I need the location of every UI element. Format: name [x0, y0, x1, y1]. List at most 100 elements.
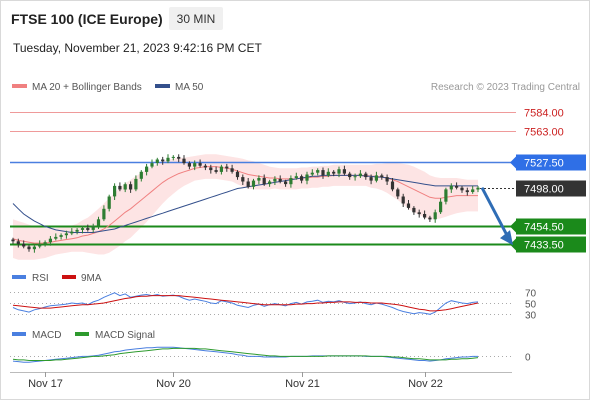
forecast-arrow-shaft	[480, 186, 510, 238]
level-label-7563.00: 7563.00	[524, 127, 564, 139]
candle-body-48	[268, 181, 272, 185]
candle-body-36	[203, 165, 207, 168]
level-label-7584.00: 7584.00	[524, 108, 564, 120]
level-label-7454.50: 7454.50	[524, 222, 564, 234]
level-tag-7433.50	[516, 236, 586, 253]
candle-body-85	[465, 190, 469, 193]
rsi-tick-30: 30	[525, 311, 537, 322]
x-tick-label-Nov 21: Nov 21	[285, 378, 320, 390]
candles	[11, 154, 480, 253]
candle-body-17	[102, 208, 106, 220]
legend-rsi-9ma-label: 9MA	[81, 273, 102, 284]
candle-body-3	[27, 246, 31, 250]
candle-body-72	[396, 189, 400, 197]
candle-body-66	[364, 173, 368, 178]
rsi-series-9ma	[12, 295, 479, 312]
current-price-marker: 7498.00	[480, 180, 586, 197]
bollinger-band-area	[13, 154, 478, 260]
candle-body-27	[155, 159, 159, 163]
rsi-tick-70: 70	[525, 289, 537, 300]
copyright: Research © 2023 Trading Central	[431, 82, 580, 93]
x-tick-label-Nov 22: Nov 22	[408, 378, 443, 390]
candle-body-46	[257, 178, 261, 181]
candle-body-45	[251, 180, 256, 187]
candle-body-28	[161, 159, 165, 162]
timestamp: Tuesday, November 21, 2023 9:42:16 PM CE…	[13, 41, 262, 55]
instrument-title: FTSE 100 (ICE Europe)	[11, 11, 163, 27]
bollinger-band-fill	[13, 154, 478, 260]
candle-body-39	[219, 166, 223, 172]
legend-rsi-label: RSI	[32, 273, 49, 284]
candle-body-53	[294, 176, 298, 178]
candle-body-13	[80, 228, 85, 230]
candle-body-4	[32, 246, 36, 250]
candle-body-52	[289, 178, 293, 185]
candle-body-22	[129, 184, 133, 190]
legend-ma50-swatch	[155, 84, 170, 88]
level-tag-pointer-7454.50	[510, 220, 516, 233]
level-tag-7527.50	[516, 154, 586, 171]
macd-series-macd-signal	[12, 347, 479, 361]
candle-body-84	[460, 187, 464, 191]
ma50-line	[12, 174, 478, 233]
candle-body-41	[230, 168, 234, 172]
candle-body-57	[316, 170, 320, 173]
candle-body-43	[241, 177, 245, 182]
rsi-series-rsi	[12, 292, 479, 315]
forecast-arrow	[480, 186, 513, 246]
level-label-7527.50: 7527.50	[524, 158, 564, 170]
candle-body-10	[64, 233, 68, 236]
candle-body-55	[305, 174, 309, 181]
candle-body-69	[380, 175, 384, 178]
rsi-tick-50: 50	[525, 300, 537, 311]
candle-body-59	[326, 171, 330, 176]
legend-macd-signal-swatch	[75, 332, 89, 336]
level-label-7433.50: 7433.50	[524, 240, 564, 252]
macd-panel: 0	[10, 346, 531, 364]
candle-body-61	[337, 169, 341, 174]
candle-body-63	[348, 173, 352, 178]
current-price-tag	[516, 180, 586, 197]
x-axis: Nov 17 Nov 20 Nov 21 Nov 22	[10, 372, 512, 390]
candle-body-86	[471, 189, 475, 192]
candle-body-83	[455, 185, 459, 188]
macd-series-macd	[12, 346, 478, 363]
candle-body-64	[353, 176, 357, 178]
level-tag-7454.50	[516, 218, 586, 235]
candle-body-65	[358, 173, 362, 177]
candle-body-87	[476, 187, 480, 190]
legend-rsi-swatch	[12, 275, 26, 279]
interval-badge: 30 MIN	[177, 12, 216, 26]
candle-body-29	[166, 157, 170, 162]
candle-body-42	[235, 171, 240, 178]
candle-body-5	[38, 243, 42, 247]
interval-badge-bg	[169, 7, 223, 30]
candle-body-58	[321, 170, 325, 176]
candle-body-25	[145, 166, 149, 172]
legend-ma20-label: MA 20 + Bollinger Bands	[32, 82, 142, 93]
candle-body-79	[433, 212, 437, 220]
ma20-line	[12, 166, 478, 244]
candle-body-81	[444, 189, 448, 202]
x-tick-label-Nov 20: Nov 20	[156, 378, 191, 390]
candle-body-76	[417, 212, 421, 215]
candle-body-40	[225, 166, 229, 169]
candle-body-74	[406, 203, 411, 208]
candle-body-20	[118, 185, 122, 190]
candle-body-82	[449, 185, 453, 190]
legend-rsi-9ma-swatch	[62, 275, 76, 279]
candle-body-49	[273, 178, 277, 182]
candle-body-21	[123, 184, 127, 190]
candle-body-15	[91, 225, 95, 230]
candle-body-73	[401, 196, 405, 204]
candle-body-54	[300, 176, 304, 181]
candle-body-19	[113, 185, 117, 197]
candle-body-23	[134, 178, 138, 190]
candle-body-31	[177, 156, 181, 159]
candle-body-2	[22, 243, 26, 247]
candle-body-77	[423, 214, 427, 218]
candle-body-67	[369, 177, 373, 181]
candle-body-80	[439, 201, 443, 213]
